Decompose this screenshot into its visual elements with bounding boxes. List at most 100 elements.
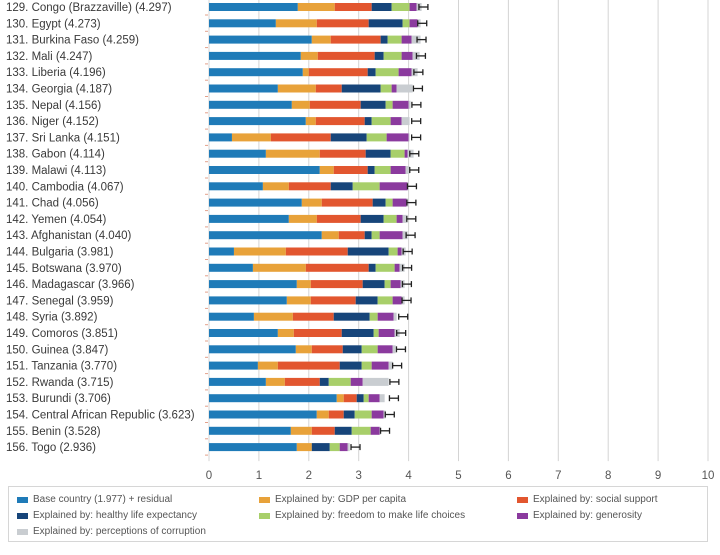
bar-segment [209,214,289,223]
bar-segment [387,35,402,44]
bar-segment [355,296,378,305]
legend-swatch [17,528,28,535]
bar-segment [360,214,384,223]
bar-segment [305,263,369,272]
legend-label: Explained by: GDP per capita [275,494,407,505]
bar-segment [368,394,380,403]
bar-segment [356,394,364,403]
bar-segment [402,231,408,240]
bar-segment [396,84,413,93]
error-bar [416,36,427,43]
bar-segment [305,117,316,126]
bar-segment [368,19,403,28]
bar-segment [209,280,297,289]
country-label: 143. Afghanistan (4.040) [6,230,131,242]
bar-segment [293,329,342,337]
bar-segment [231,133,271,142]
bar-segment [330,133,367,142]
bar-segment [277,84,316,93]
bar-segment [379,182,408,191]
country-label: 155. Benin (3.528) [6,426,101,438]
bar-segment [409,19,418,28]
legend-label: Explained by: perceptions of corruption [33,526,206,537]
bar-segment [209,117,306,126]
bar-segment [288,214,317,223]
bar-segment [265,377,285,386]
bar-segment [361,361,372,370]
bar-segment [398,68,412,77]
bar-segment [394,263,400,272]
bar-segment [316,214,361,223]
bar-segment [209,166,320,174]
bar-segment [311,443,330,452]
x-tick-label: 3 [355,470,361,482]
bar-segment [379,394,385,403]
legend-swatch [259,496,270,503]
bar-segment [343,394,357,403]
legend-swatch [259,512,270,519]
error-bar [415,52,427,59]
error-bar [413,69,424,76]
error-bar [417,20,428,27]
legend-item: Explained by: generosity [517,510,642,521]
country-label: 142. Yemen (4.054) [6,214,107,226]
bar-segment [362,280,385,289]
bar-segment [388,247,398,256]
bar-segment [209,394,337,403]
error-bar [395,346,407,353]
bar-segment [311,345,343,354]
bar-segment [233,247,286,256]
country-label: 144. Bulgaria (3.981) [6,247,114,259]
bar-segment [265,149,320,158]
country-label: 133. Liberia (4.196) [6,67,106,79]
bar-segment [350,377,363,386]
bar-segment [364,231,372,240]
bar-segment [209,51,301,60]
error-bars [350,4,429,451]
bar-segment [317,51,375,60]
legend-label: Explained by: freedom to make life choic… [275,510,466,521]
bar-segment [209,3,298,11]
bar-segment [333,166,368,174]
bar-segment [310,280,363,289]
bar-segment [343,410,355,419]
legend-label: Explained by: social support [533,494,658,505]
bar-segment [385,198,393,207]
bar-segment [311,426,335,435]
country-label: 141. Chad (4.056) [6,198,99,210]
error-bar [389,378,400,385]
bar-segment [252,263,306,272]
country-label: 132. Mali (4.247) [6,51,92,63]
bar-segment [309,100,361,109]
bar-segment [363,394,369,403]
bars [209,3,422,452]
bar-segment [253,312,293,321]
error-bar [401,281,413,288]
legend-swatch [17,496,28,503]
bar-segment [334,426,352,435]
bar-segment [408,100,411,109]
bar-segment [300,51,318,60]
error-bar [401,264,413,271]
bar-segment [392,345,396,354]
bar-segment [391,3,410,11]
bar-segment [209,68,303,77]
country-label: 148. Syria (3.892) [6,312,98,324]
bar-segment [328,410,344,419]
bar-segment [405,166,410,174]
bar-segment [371,361,389,370]
bar-segment [390,166,406,174]
bar-segment [209,19,276,28]
bar-segment [296,280,311,289]
country-label: 130. Egypt (4.273) [6,18,101,30]
error-bar [409,167,420,173]
legend-item: Explained by: perceptions of corruption [17,526,206,537]
bar-segment [292,312,334,321]
bar-segment [319,166,334,174]
country-label: 137. Sri Lanka (4.151) [6,132,120,144]
bar-segment [371,117,391,126]
bar-segment [365,149,391,158]
bar-segment [257,361,278,370]
bar-segment [286,296,311,305]
bar-segment [288,182,331,191]
